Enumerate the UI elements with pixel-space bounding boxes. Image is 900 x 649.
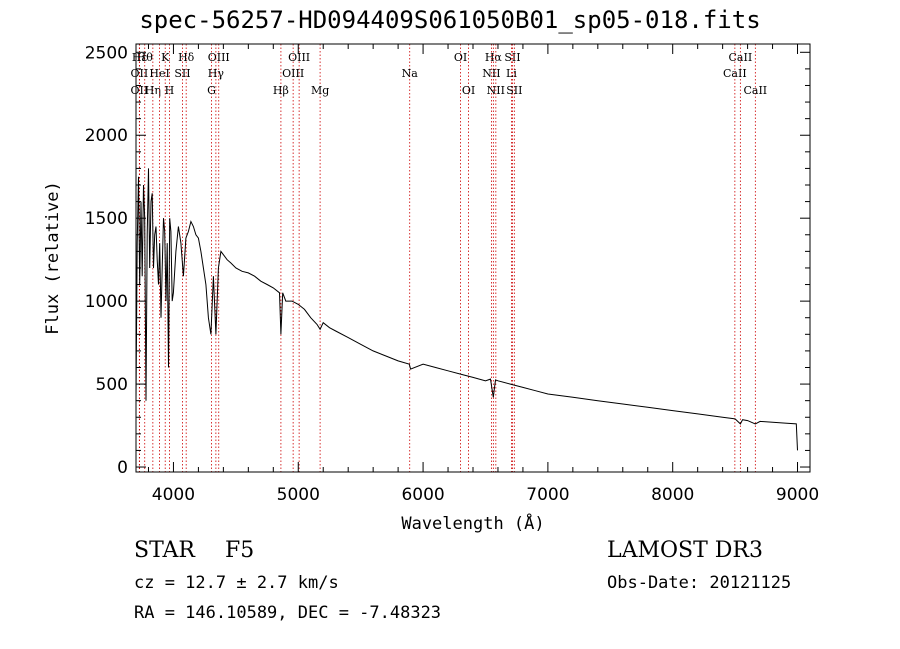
feature-label-1: Hθ [137,51,154,64]
feature-label-4: Hη [145,84,161,97]
feature-label-19: OI [462,84,475,97]
y-axis-label: Flux (relative) [43,181,63,335]
feature-label-25: SII [506,84,522,97]
feature-label-26: CaII [729,51,753,64]
x-tick-label-3: 7000 [526,485,569,505]
feature-label-10: OIII [208,51,230,64]
feature-label-8: H [165,84,175,97]
feature-label-14: OIII [282,67,304,80]
y-tick-label-4: 2000 [85,126,128,146]
feature-label-22: NII [482,67,500,80]
feature-label-13: OIII [288,51,310,64]
x-tick-label-5: 9000 [776,485,819,505]
x-tick-label-0: 4000 [152,485,195,505]
chart-title: spec-56257-HD094409S061050B01_sp05-018.f… [139,6,761,34]
x-tick-label-4: 8000 [651,485,694,505]
y-tick-label-5: 2500 [85,43,128,63]
feature-label-20: Hα [485,51,503,64]
object-class: STAR [134,538,195,563]
feature-label-16: Mg [311,84,329,97]
feature-label-15: Hβ [273,84,289,97]
x-tick-label-1: 5000 [277,485,320,505]
object-subclass: F5 [225,538,255,563]
feature-label-5: K [161,51,170,64]
feature-label-21: SII [504,51,520,64]
feature-label-27: CaII [723,67,747,80]
obs-date-label: Obs-Date: 20121125 [607,573,792,593]
feature-label-6: HeI [149,67,169,80]
feature-label-7: SII [174,67,190,80]
survey-label: LAMOST DR3 [607,538,763,563]
y-tick-label-1: 500 [96,375,128,395]
feature-label-12: G [207,84,216,97]
feature-label-9: Hδ [178,51,195,64]
feature-label-18: OI [454,51,467,64]
spectrum-line [135,168,798,451]
plot-frame [135,43,811,473]
feature-label-17: Na [402,67,419,80]
feature-label-28: CaII [743,84,767,97]
feature-label-24: NII [487,84,505,97]
x-tick-label-2: 6000 [401,485,444,505]
coordinates-label: RA = 146.10589, DEC = -7.48323 [134,603,442,623]
feature-label-3: OII [131,84,149,97]
x-axis-label: Wavelength (Å) [401,512,544,534]
y-tick-label-3: 1500 [85,209,128,229]
feature-label-11: Hγ [208,67,225,80]
y-tick-label-0: 0 [117,458,128,478]
y-tick-label-2: 1000 [85,292,128,312]
redshift-label: cz = 12.7 ± 2.7 km/s [134,573,339,593]
object-class-line: STAR F5 [134,538,254,563]
feature-label-23: Li [506,67,517,80]
